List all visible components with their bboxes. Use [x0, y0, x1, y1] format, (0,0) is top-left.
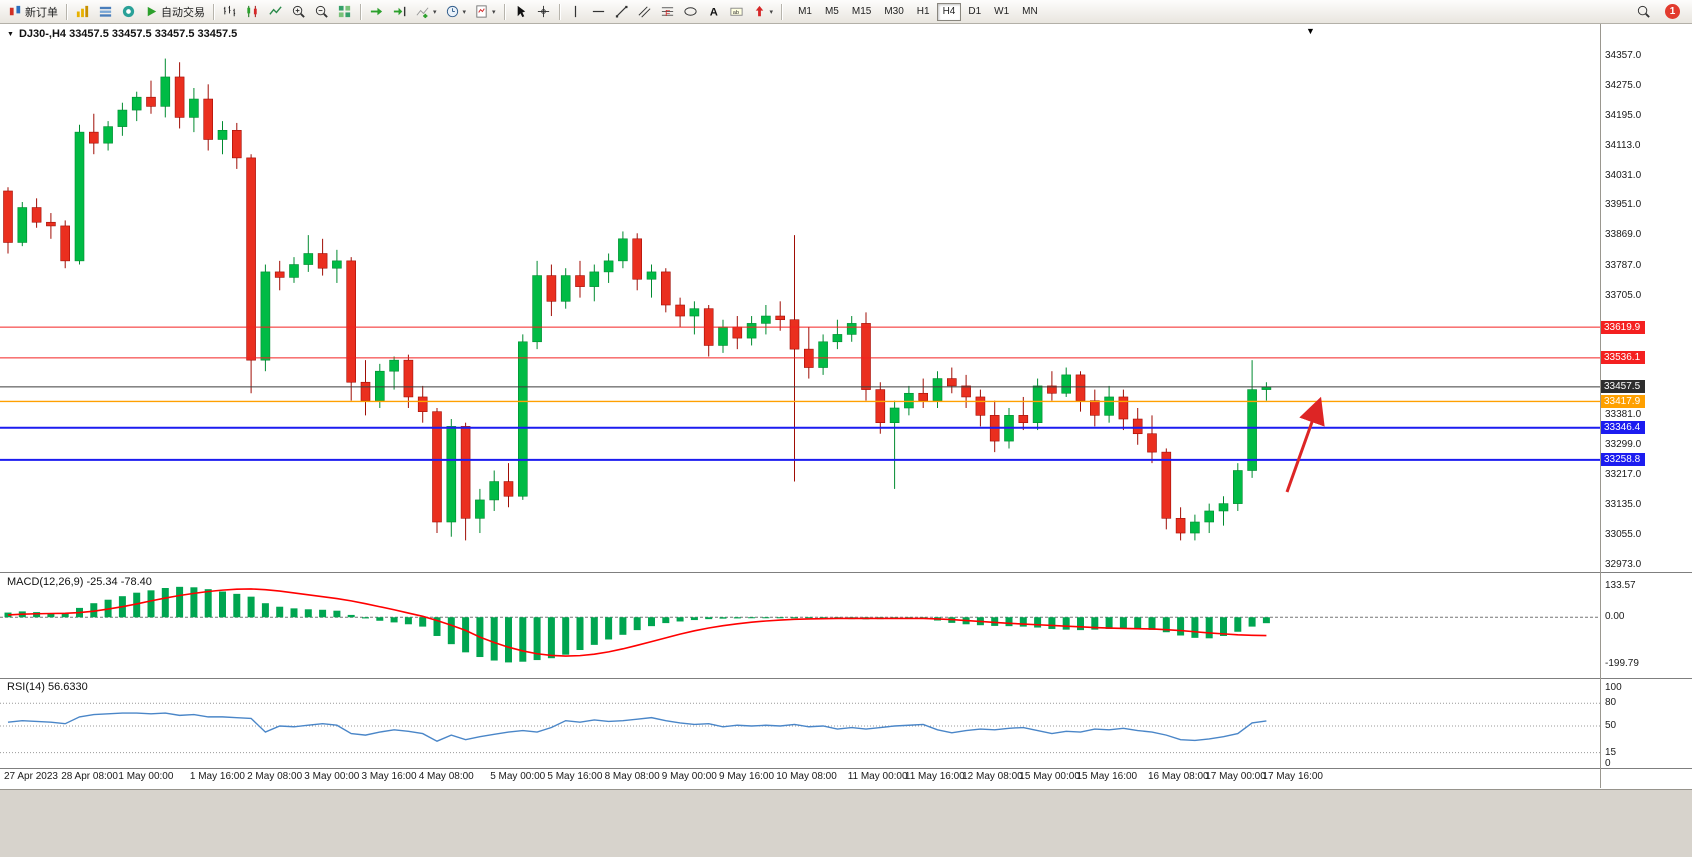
- data-window-button[interactable]: [94, 1, 117, 23]
- zoom-in-button[interactable]: [287, 1, 310, 23]
- periods-button[interactable]: ▾: [441, 1, 471, 23]
- templates-icon: [474, 4, 489, 19]
- timeframe-button-M5[interactable]: M5: [824, 5, 839, 17]
- caret-icon: ▾: [769, 8, 774, 16]
- trendline-button[interactable]: [610, 1, 633, 23]
- hline-icon: [591, 4, 606, 19]
- navigator-icon: [121, 4, 136, 19]
- search-icon: [1636, 4, 1651, 19]
- text-icon: A: [706, 4, 721, 19]
- timeframe-button-MN[interactable]: MN: [1022, 5, 1038, 17]
- candlestick-chart-button[interactable]: [241, 1, 264, 23]
- window-bottom-strip: [0, 789, 1692, 857]
- crosshair-icon: [536, 4, 551, 19]
- zoom-out-button[interactable]: [310, 1, 333, 23]
- chart-shift-icon: [392, 4, 407, 19]
- trendline-icon: [614, 4, 629, 19]
- crosshair-button[interactable]: [532, 1, 555, 23]
- autotrading-icon: [144, 4, 159, 19]
- search-button[interactable]: [1632, 1, 1655, 23]
- bars-icon: [222, 4, 237, 19]
- candles-icon: [245, 4, 260, 19]
- toolbar-separator: [213, 3, 214, 20]
- notification-badge[interactable]: 1: [1665, 4, 1680, 19]
- new-order-icon: [8, 4, 23, 19]
- market-watch-icon: [75, 4, 90, 19]
- auto-scroll-button[interactable]: [365, 1, 388, 23]
- caret-icon: ▾: [433, 8, 437, 16]
- fibo-icon: F: [660, 4, 675, 19]
- toolbar-separator: [66, 3, 67, 20]
- cursor-button[interactable]: [509, 1, 532, 23]
- horizontal-line-button[interactable]: [587, 1, 610, 23]
- timeframe-group: M1 M5 M15 M30 H1 H4 D1 W1 MN: [792, 2, 1044, 21]
- periods-icon: [445, 4, 460, 19]
- chart-shift-button[interactable]: [388, 1, 411, 23]
- timeframe-button-H1[interactable]: H1: [916, 5, 930, 17]
- svg-text:ab: ab: [732, 10, 738, 16]
- zoom-in-icon: [291, 4, 306, 19]
- data-window-icon: [98, 4, 113, 19]
- toolbar-right-group: 1: [1632, 1, 1688, 23]
- market-watch-button[interactable]: [71, 1, 94, 23]
- caret-icon: ▾: [492, 8, 496, 16]
- toolbar-separator: [781, 3, 783, 20]
- toolbar-separator: [558, 3, 560, 20]
- navigator-button[interactable]: [117, 1, 140, 23]
- autotrading-button-label: 自动交易: [161, 6, 205, 19]
- tile-icon: [337, 4, 352, 19]
- timeframe-button-M15[interactable]: M15: [851, 5, 872, 17]
- text-button[interactable]: A: [702, 1, 725, 23]
- templates-button[interactable]: ▾: [470, 1, 500, 23]
- new-order-button-label: 新订单: [25, 6, 58, 19]
- timeframe-button-H4[interactable]: H4: [936, 2, 962, 21]
- vline-icon: [568, 4, 583, 19]
- arrows-button[interactable]: ▾: [748, 1, 778, 23]
- line-chart-button[interactable]: [264, 1, 287, 23]
- indicators-icon: [415, 4, 430, 19]
- label-tool-icon: ab: [729, 4, 744, 19]
- vertical-line-button[interactable]: [564, 1, 587, 23]
- tile-windows-button[interactable]: [333, 1, 356, 23]
- toolbar-separator: [360, 3, 361, 20]
- channel-icon: [637, 4, 652, 19]
- bar-chart-button[interactable]: [218, 1, 241, 23]
- timeframe-button-W1[interactable]: W1: [994, 5, 1010, 17]
- zoom-out-icon: [314, 4, 329, 19]
- caret-icon: ▾: [462, 8, 467, 16]
- label-button[interactable]: ab: [725, 1, 748, 23]
- arrows-tool-icon: [752, 4, 767, 19]
- indicators-button[interactable]: ▾: [411, 1, 441, 23]
- timeframe-button-D1[interactable]: D1: [968, 5, 982, 17]
- channel-button[interactable]: [633, 1, 656, 23]
- autotrading-button[interactable]: 自动交易: [140, 1, 209, 23]
- svg-text:A: A: [709, 6, 717, 18]
- timeframe-button-M1[interactable]: M1: [798, 5, 812, 17]
- svg-text:F: F: [665, 8, 670, 18]
- line-chart-icon: [268, 4, 283, 19]
- toolbar-separator: [503, 3, 505, 20]
- auto-scroll-icon: [369, 4, 384, 19]
- shapes-button[interactable]: [679, 1, 702, 23]
- cursor-icon: [513, 4, 528, 19]
- shapes-icon: [683, 4, 698, 19]
- new-order-button[interactable]: 新订单: [4, 1, 62, 23]
- timeframe-button-M30[interactable]: M30: [884, 5, 904, 17]
- fibonacci-button[interactable]: F: [656, 1, 679, 23]
